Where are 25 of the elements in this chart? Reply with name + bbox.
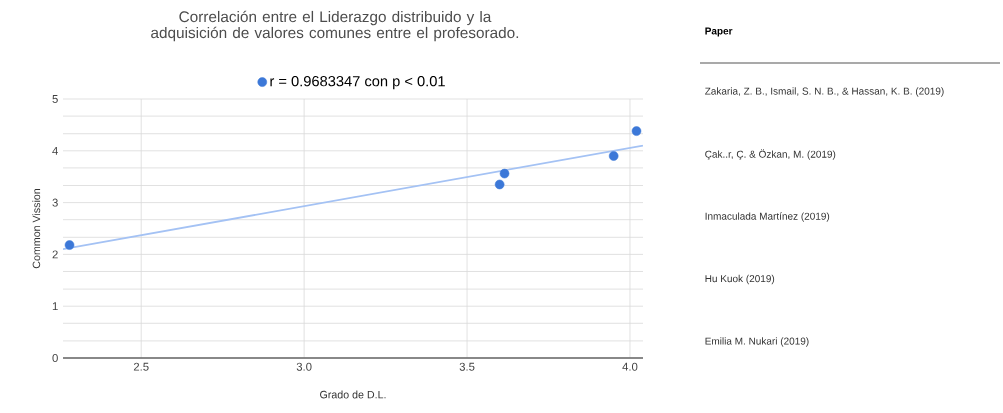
text: Zakaria, Z. B., Ismail, S. N. B., & Hassan, K. B. (2019) xyxy=(705,87,944,97)
x-tick-label: 2.5 xyxy=(133,362,149,371)
y-tick-label: 0 xyxy=(52,353,58,362)
text: Inmaculada Martínez (2019) xyxy=(705,212,830,222)
text: Emilia M. Nukari (2019) xyxy=(705,337,809,347)
point xyxy=(494,179,505,190)
y-axis-title: Common Vission xyxy=(32,188,41,269)
y-tick-label: 2 xyxy=(52,250,58,259)
chart-title: Correlación entre el Liderazgo distribuido y la adquisición de valores comunes entre el profesorado. xyxy=(151,10,519,42)
x-tick-label: 4.0 xyxy=(622,362,638,371)
point xyxy=(499,168,510,179)
text: Paper xyxy=(705,27,733,37)
x-tick-label: 3.0 xyxy=(296,362,312,371)
point xyxy=(64,240,75,250)
x-axis-title: Grado de D.L. xyxy=(320,390,386,399)
x-tick-label: 3.5 xyxy=(459,362,475,371)
y-tick-label: 4 xyxy=(52,146,58,155)
legend-label: r = 0.9683347 con p < 0.01 xyxy=(270,76,445,90)
y-tick-label: 5 xyxy=(52,95,58,103)
text: Hu Kuok (2019) xyxy=(705,274,775,285)
y-tick-label: 1 xyxy=(52,302,58,311)
text: Çak..r, Ç. & Özkan, M. (2019) xyxy=(705,149,836,160)
point xyxy=(631,126,642,136)
y-tick-label: 3 xyxy=(52,198,58,207)
point xyxy=(608,151,619,161)
